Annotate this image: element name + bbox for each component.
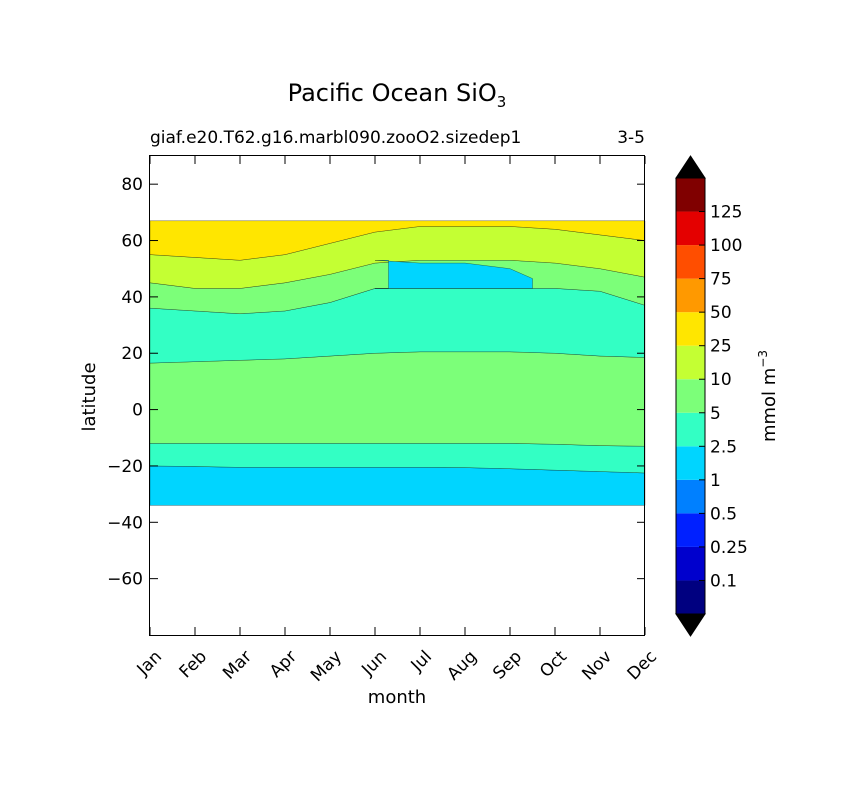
colorbar: 0.1 0.25 0.5 1 2.5 5 10 25 50 75 100 125 [675,155,748,637]
colorbar-tick-label: 5 [710,404,721,424]
x-tick-label: Oct [536,647,571,682]
colorbar-swatch [676,178,705,212]
y-tick-label: −60 [107,570,143,590]
colorbar-swatch [676,546,705,581]
colorbar-tick-label: 0.25 [710,538,748,558]
colorbar-tick-label: 125 [710,203,742,223]
plot-frame [149,155,645,636]
colorbar-tick-label: 100 [710,236,742,256]
contour-region-8 [374,260,533,289]
x-tick-label: Mar [219,647,256,684]
colorbar-swatch [676,513,705,547]
plot-area [149,220,646,506]
colorbar-tick-label: 1 [710,471,721,491]
y-axis-label: latitude [79,362,100,431]
x-tick-label: Dec [624,647,661,684]
colorbar-swatch [676,345,705,380]
x-tick-label: May [307,647,346,686]
colorbar-tick-label: 0.1 [710,571,737,591]
colorbar-frame [675,177,706,615]
y-tick-label: 0 [132,401,143,421]
x-tick-label: Apr [266,647,301,682]
x-tick-label: Jun [357,647,391,681]
colorbar-tick-label: 25 [710,337,732,357]
colorbar-extend-low [675,613,706,637]
x-tick-label: Nov [578,647,616,685]
colorbar-label-superscript: −3 [756,350,770,368]
colorbar-tick-label: 10 [710,370,732,390]
y-tick-label: −40 [107,513,143,533]
x-tick-label: Feb [176,647,211,682]
colorbar-extend-high [675,155,706,179]
chart-title-text: Pacific Ocean SiO [288,79,497,107]
x-tick-label: Jul [407,647,436,676]
colorbar-tick-label: 75 [710,270,732,290]
contour-region-1 [149,465,646,506]
chart-subtitle-left: giaf.e20.T62.g16.marbl090.zooO2.sizedep1 [150,128,521,148]
y-tick-label: 20 [121,344,143,364]
x-axis-label: month [368,687,426,708]
y-tick-label: 80 [121,175,143,195]
colorbar-swatch [676,580,705,614]
y-tick-label: −20 [107,457,143,477]
colorbar-label-text: mmol m [759,368,780,442]
x-tick-label: Sep [489,647,526,684]
colorbar-tick-label: 50 [710,303,732,323]
chart-subtitle-right: 3-5 [617,128,645,148]
x-tick-label: Jan [133,647,166,680]
contour-region-3 [149,351,646,447]
x-tick-label: Aug [443,647,481,685]
colorbar-tick-label: 0.5 [710,504,737,524]
colorbar-swatch [676,412,705,447]
colorbar-swatch [676,379,705,413]
y-axis: 80 60 40 20 0 −20 −40 −60 [107,175,645,590]
colorbar-swatch [676,446,705,480]
colorbar-swatch [676,211,705,246]
chart-title: Pacific Ocean SiO3 [288,79,507,111]
colorbar-label: mmol m−3 [756,350,780,442]
colorbar-swatch [676,278,705,313]
colorbar-swatch [676,312,705,346]
colorbar-swatch [676,245,705,279]
colorbar-swatch [676,479,705,514]
colorbar-tick-label: 2.5 [710,437,737,457]
y-tick-label: 40 [121,288,143,308]
y-tick-label: 60 [121,232,143,252]
chart-title-subscript: 3 [497,93,507,111]
